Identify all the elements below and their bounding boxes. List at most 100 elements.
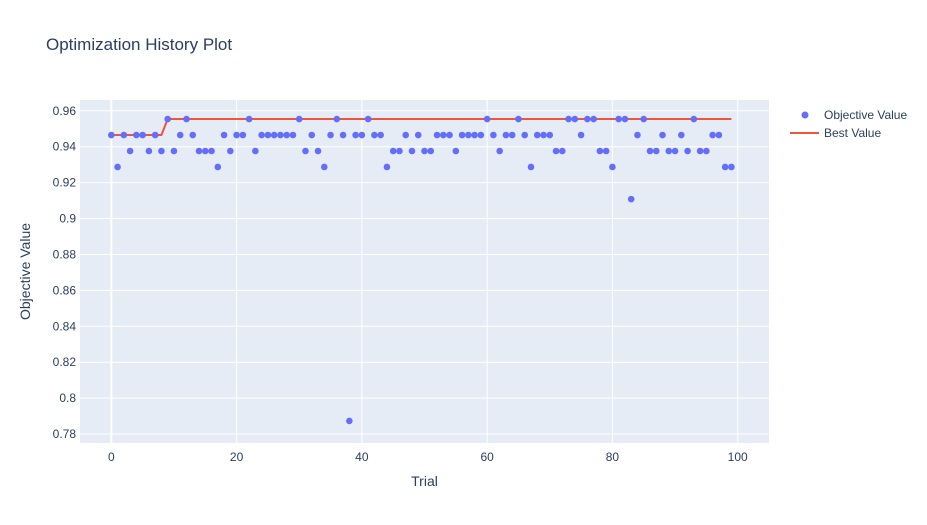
legend-label-objective-value: Objective Value [824,108,907,122]
objective-value-point [239,131,247,139]
objective-value-point [703,147,710,155]
legend[interactable]: Objective Value Best Value [790,108,907,140]
objective-value-point [414,131,422,139]
objective-value-point [327,131,334,139]
objective-value-point [289,131,297,139]
chart-title: Optimization History Plot [46,35,232,54]
objective-value-point [383,163,391,171]
objective-value-point [571,115,579,123]
objective-value-point [120,131,128,139]
objective-value-point [402,131,410,139]
y-tick-labels: 0.78 0.8 0.82 0.84 0.86 0.88 0.9 0.92 0.94 0.96 [53,104,77,441]
legend-item-best-value[interactable]: Best Value [790,126,881,140]
objective-value-point [277,131,284,139]
objective-value-point [652,147,660,155]
objective-value-point [728,163,735,171]
objective-value-point [108,131,115,139]
objective-value-point [339,131,347,139]
objective-value-point [690,115,698,123]
objective-value-point [433,131,441,139]
x-tick-label: 60 [480,450,494,464]
legend-item-objective-value[interactable]: Objective Value [801,108,908,122]
objective-value-point [490,131,497,139]
objective-value-point [502,131,510,139]
objective-value-point [627,195,635,203]
objective-value-point [377,131,384,139]
y-gridlines [80,110,769,435]
x-tick-label: 0 [108,450,115,464]
objective-value-point [421,147,428,155]
x-tick-labels: 0 20 40 60 80 100 [108,450,748,464]
legend-label-best-value: Best Value [824,126,881,140]
objective-value-point [214,163,222,171]
objective-value-point [164,115,171,123]
objective-value-point [389,147,397,155]
objective-value-point [220,131,228,139]
y-tick-label: 0.82 [53,355,77,369]
objective-value-point [496,147,503,155]
objective-value-point [540,131,547,139]
plot-area [80,100,769,443]
objective-value-point [158,147,165,155]
objective-value-point [151,131,159,139]
objective-value-point [715,131,723,139]
objective-value-point [364,115,372,123]
y-tick-label: 0.9 [59,212,76,226]
objective-value-point [533,131,541,139]
objective-value-point [584,115,591,123]
objective-value-point [176,131,184,139]
objective-value-markers [108,115,735,425]
objective-value-point [346,417,353,425]
objective-value-point [678,131,685,139]
objective-value-point [471,131,478,139]
objective-value-point [295,115,303,123]
objective-value-point [264,131,272,139]
y-tick-label: 0.96 [53,104,77,118]
objective-value-point [596,147,604,155]
y-tick-label: 0.88 [53,247,77,261]
objective-value-point [577,131,585,139]
objective-value-point [452,147,460,155]
objective-value-point [258,131,265,139]
objective-value-point [465,131,472,139]
objective-value-point [609,163,616,171]
y-tick-label: 0.78 [53,427,77,441]
objective-value-point [721,163,729,171]
objective-value-point [565,115,572,123]
objective-value-point [665,147,673,155]
objective-value-point [521,131,529,139]
objective-value-point [552,147,560,155]
objective-value-point [208,147,215,155]
objective-value-point [133,131,140,139]
objective-value-point [439,131,447,139]
objective-value-point [646,147,654,155]
objective-value-point [302,147,309,155]
x-tick-label: 20 [230,450,244,464]
objective-value-point [283,131,291,139]
objective-value-point [408,147,416,155]
objective-value-point [640,115,648,123]
objective-value-point [245,115,253,123]
objective-value-point [139,131,146,139]
objective-value-point [126,147,134,155]
y-axis-title: Objective Value [17,223,33,320]
objective-value-point [145,147,153,155]
objective-value-point [170,147,178,155]
y-tick-label: 0.8 [59,391,76,405]
objective-value-point [621,115,629,123]
x-tick-label: 80 [606,450,620,464]
y-tick-label: 0.92 [53,176,77,190]
objective-value-point [195,147,203,155]
objective-value-point [684,147,691,155]
objective-value-point [559,147,566,155]
objective-value-point [233,131,240,139]
objective-value-point [508,131,516,139]
objective-value-point [308,131,316,139]
objective-value-point [114,163,121,171]
objective-value-point [615,115,622,123]
objective-value-point [458,131,466,139]
objective-value-point [659,131,666,139]
x-axis-title: Trial [411,473,438,489]
objective-value-point [358,131,366,139]
